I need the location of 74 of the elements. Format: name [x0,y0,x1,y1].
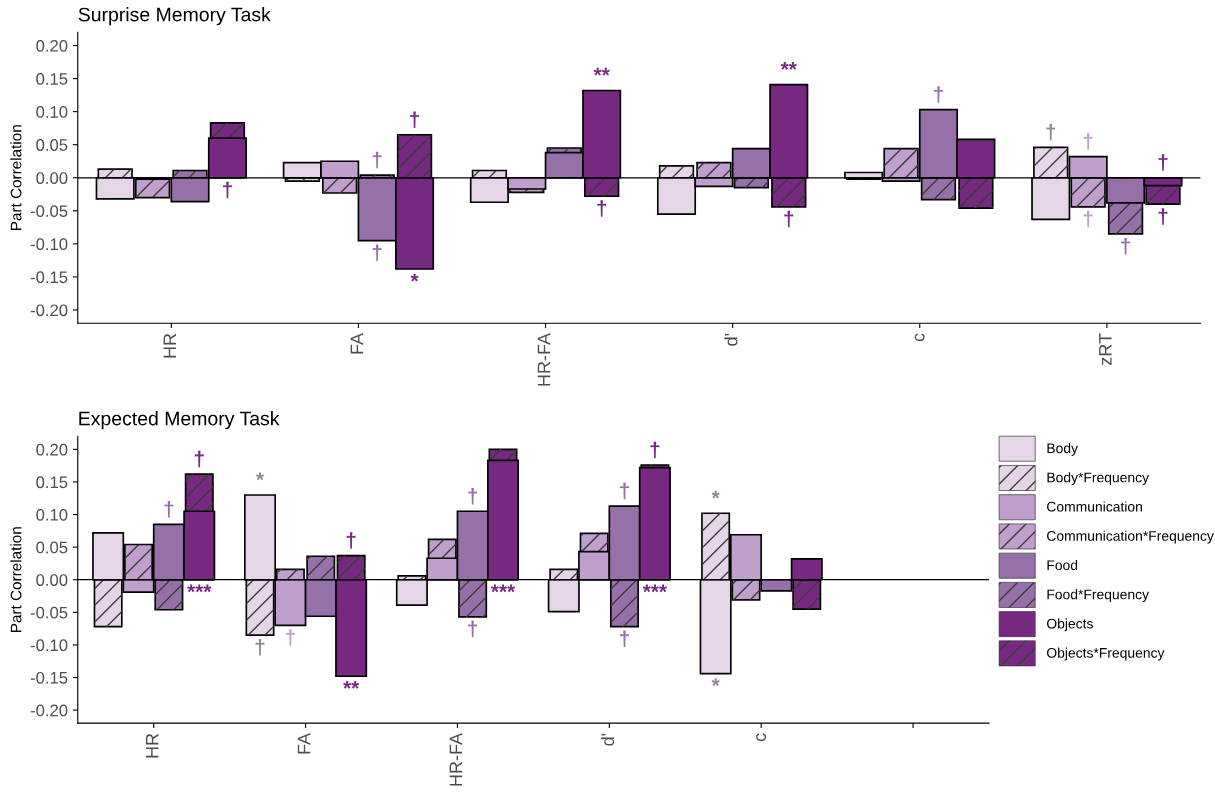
data-label: ** [343,680,360,689]
chart-title: Expected Memory Task [79,411,280,430]
y-tick-label: 0.00 [36,172,68,184]
data-label: † [1083,133,1093,150]
y-axis-title: Part Correlation [10,125,22,230]
legend-label: Objects [1047,618,1093,632]
y-tick-label: -0.15 [30,671,68,684]
data-label: † [223,181,232,199]
legend-label: Food*Frequency [1047,589,1149,603]
x-tick-label: d' [724,333,738,346]
x-tick-label: c [914,333,925,342]
y-tick-label: -0.05 [30,205,68,218]
data-label: * [711,490,720,499]
data-label: * [711,678,720,687]
x-tick-label: HR [163,333,176,358]
data-label: * [256,472,265,481]
y-tick-label: 0.10 [36,106,68,118]
x-tick-label: FA [350,332,364,354]
data-label: † [286,629,295,646]
y-tick-label: 0.05 [36,541,68,554]
data-label: † [620,630,629,648]
data-label: † [934,86,943,103]
y-tick-label: 0.15 [36,73,68,85]
data-label: † [784,210,794,228]
x-tick-label: HR [145,733,159,758]
chart-title: Surprise Memory Task [78,7,271,26]
data-label: *** [642,584,668,593]
y-tick-label: -0.20 [30,304,68,317]
data-label: * [410,273,419,282]
legend-label: Objects*Frequency [1047,647,1165,661]
y-tick-label: -0.10 [30,639,68,652]
legend-label: Body [1047,442,1078,456]
x-tick-label: HR-FA [449,732,463,786]
y-tick-label: 0.10 [36,508,68,521]
data-label: † [1121,237,1130,255]
y-tick-label: 0.00 [36,574,68,586]
y-tick-label: 0.20 [36,39,68,52]
x-tick-label: c [756,733,767,742]
y-tick-label: -0.15 [30,271,68,284]
data-label: † [164,501,174,518]
data-label: † [1158,154,1168,171]
y-tick-label: -0.05 [30,606,68,619]
data-label: † [1083,210,1093,228]
data-label: † [372,244,382,262]
data-label: † [468,620,478,638]
y-tick-label: 0.05 [36,139,68,151]
data-label: † [620,482,629,500]
data-label: ** [780,61,797,70]
data-label: † [468,487,478,505]
data-label: † [410,111,419,128]
data-label: † [597,200,607,217]
data-label: † [255,639,265,656]
data-label: *** [187,584,212,593]
legend-label: Food [1047,559,1078,571]
x-tick-label: zRT [1099,333,1112,365]
data-label: † [650,441,660,459]
x-tick-label: d' [600,733,615,746]
y-tick-label: 0.15 [36,476,68,489]
x-tick-label: HR-FA [537,332,551,386]
data-label: *** [490,584,516,593]
y-axis-title: Part Correlation [10,527,22,632]
y-tick-label: -0.10 [30,238,68,251]
x-tick-label: FA [297,732,311,754]
legend-label: Communication*Frequency [1047,530,1214,544]
data-label: † [372,151,382,169]
y-tick-label: 0.20 [36,443,68,456]
data-label: † [346,532,356,549]
data-label: † [1046,123,1056,141]
y-tick-label: -0.20 [30,704,68,717]
legend-label: Body*Frequency [1047,472,1149,486]
data-label: † [1158,208,1168,225]
data-label: ** [593,67,610,76]
data-label: † [194,450,204,468]
legend-label: Communication [1047,501,1142,512]
